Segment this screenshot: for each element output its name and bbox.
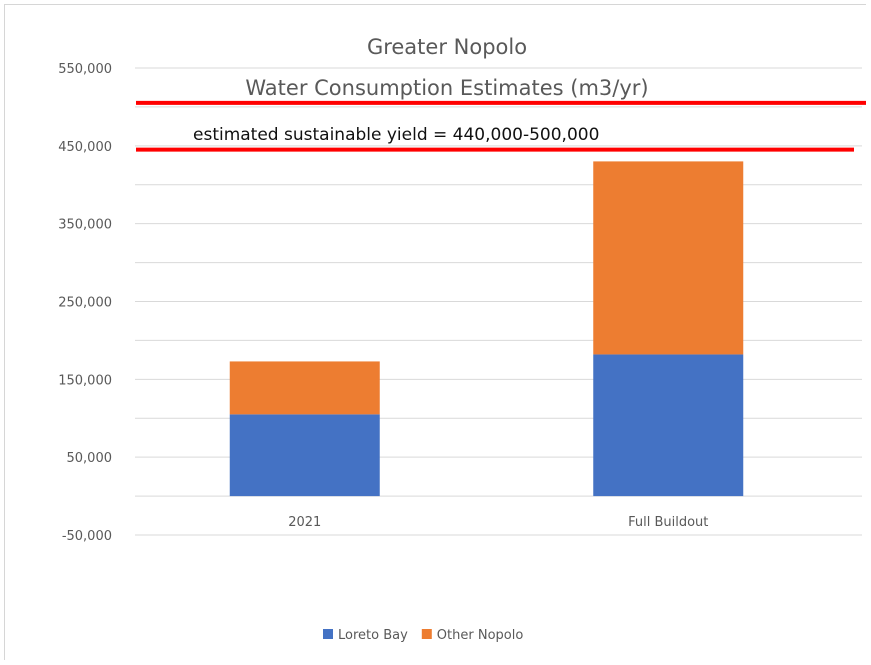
y-tick-label: 250,000 [58, 296, 112, 311]
y-tick-label: 150,000 [58, 373, 112, 388]
bars [229, 161, 744, 497]
y-tick-label: 350,000 [58, 218, 112, 233]
y-tick-label: 450,000 [58, 140, 112, 155]
chart-frame [4, 4, 866, 660]
x-tick-label: 2021 [288, 515, 321, 530]
chart-subtitle: Water Consumption Estimates (m3/yr) [245, 76, 648, 100]
x-tick-label: Full Buildout [628, 515, 708, 530]
y-tick-label: 550,000 [58, 62, 112, 77]
legend-swatch [421, 629, 432, 639]
bar-other-nopolo [593, 161, 744, 355]
bar-loreto-bay [229, 414, 380, 497]
legend: Loreto Bay Other Nopolo [323, 628, 523, 643]
bar-other-nopolo [229, 361, 380, 415]
bar-loreto-bay [593, 354, 744, 497]
legend-label: Other Nopolo [437, 628, 524, 643]
y-tick-label: 50,000 [67, 451, 113, 466]
x-axis-ticks: 2021 Full Buildout [288, 515, 708, 530]
y-tick-label: -50,000 [62, 529, 112, 544]
reference-lines [136, 100, 866, 152]
y-axis-ticks: 550,000 450,000 350,000 250,000 150,000 50,00… [58, 62, 112, 544]
legend-label: Loreto Bay [338, 628, 408, 643]
sustainable-yield-annotation: estimated sustainable yield = 440,000-50… [193, 125, 599, 145]
legend-swatch [323, 629, 333, 639]
chart-title: Greater Nopolo [367, 35, 527, 59]
